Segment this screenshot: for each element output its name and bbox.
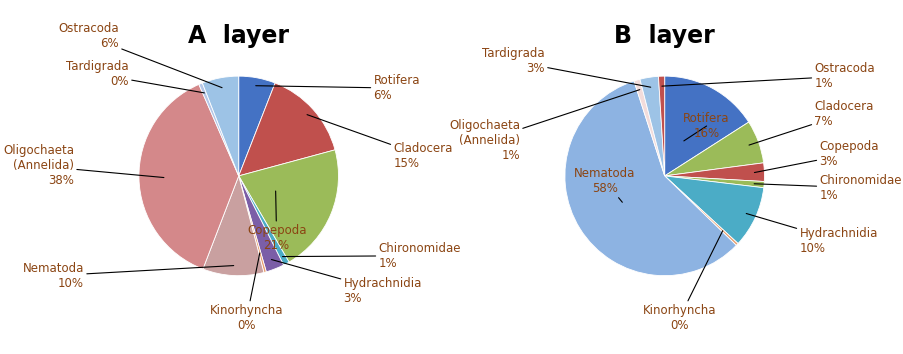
Text: Hydrachnidia
3%: Hydrachnidia 3% — [271, 259, 422, 305]
Title: B  layer: B layer — [614, 24, 714, 48]
Wedge shape — [664, 122, 763, 176]
Wedge shape — [664, 76, 748, 176]
Wedge shape — [238, 176, 284, 272]
Wedge shape — [639, 76, 664, 176]
Wedge shape — [664, 176, 763, 244]
Text: Cladocera
15%: Cladocera 15% — [307, 115, 452, 170]
Text: Kinorhyncha
0%: Kinorhyncha 0% — [642, 231, 721, 332]
Text: Tardigrada
3%: Tardigrada 3% — [482, 47, 650, 87]
Wedge shape — [202, 176, 264, 276]
Text: Tardigrada
0%: Tardigrada 0% — [66, 60, 204, 93]
Title: A  layer: A layer — [188, 24, 289, 48]
Text: Copepoda
3%: Copepoda 3% — [754, 140, 878, 172]
Wedge shape — [633, 79, 664, 176]
Text: Copepoda
21%: Copepoda 21% — [247, 191, 306, 252]
Wedge shape — [202, 76, 238, 176]
Wedge shape — [238, 150, 338, 262]
Text: Kinorhyncha
0%: Kinorhyncha 0% — [209, 253, 284, 332]
Wedge shape — [664, 176, 737, 245]
Text: Chironomidae
1%: Chironomidae 1% — [753, 174, 901, 202]
Wedge shape — [664, 176, 763, 188]
Text: Rotifera
16%: Rotifera 16% — [683, 112, 729, 141]
Wedge shape — [238, 76, 275, 176]
Wedge shape — [238, 176, 266, 273]
Text: Oligochaeta
(Annelida)
38%: Oligochaeta (Annelida) 38% — [3, 144, 163, 187]
Text: Nematoda
58%: Nematoda 58% — [573, 167, 635, 202]
Text: Nematoda
10%: Nematoda 10% — [23, 262, 234, 290]
Wedge shape — [199, 83, 238, 176]
Text: Ostracoda
6%: Ostracoda 6% — [59, 22, 222, 88]
Text: Oligochaeta
(Annelida)
1%: Oligochaeta (Annelida) 1% — [449, 90, 639, 162]
Wedge shape — [664, 163, 764, 182]
Text: Ostracoda
1%: Ostracoda 1% — [661, 62, 874, 90]
Text: Chironomidae
1%: Chironomidae 1% — [283, 242, 461, 270]
Wedge shape — [238, 83, 335, 176]
Wedge shape — [238, 176, 289, 265]
Text: Cladocera
7%: Cladocera 7% — [749, 100, 873, 145]
Wedge shape — [139, 84, 238, 269]
Wedge shape — [564, 81, 736, 276]
Text: Hydrachnidia
10%: Hydrachnidia 10% — [745, 213, 877, 255]
Wedge shape — [657, 76, 664, 176]
Text: Rotifera
6%: Rotifera 6% — [256, 74, 420, 102]
